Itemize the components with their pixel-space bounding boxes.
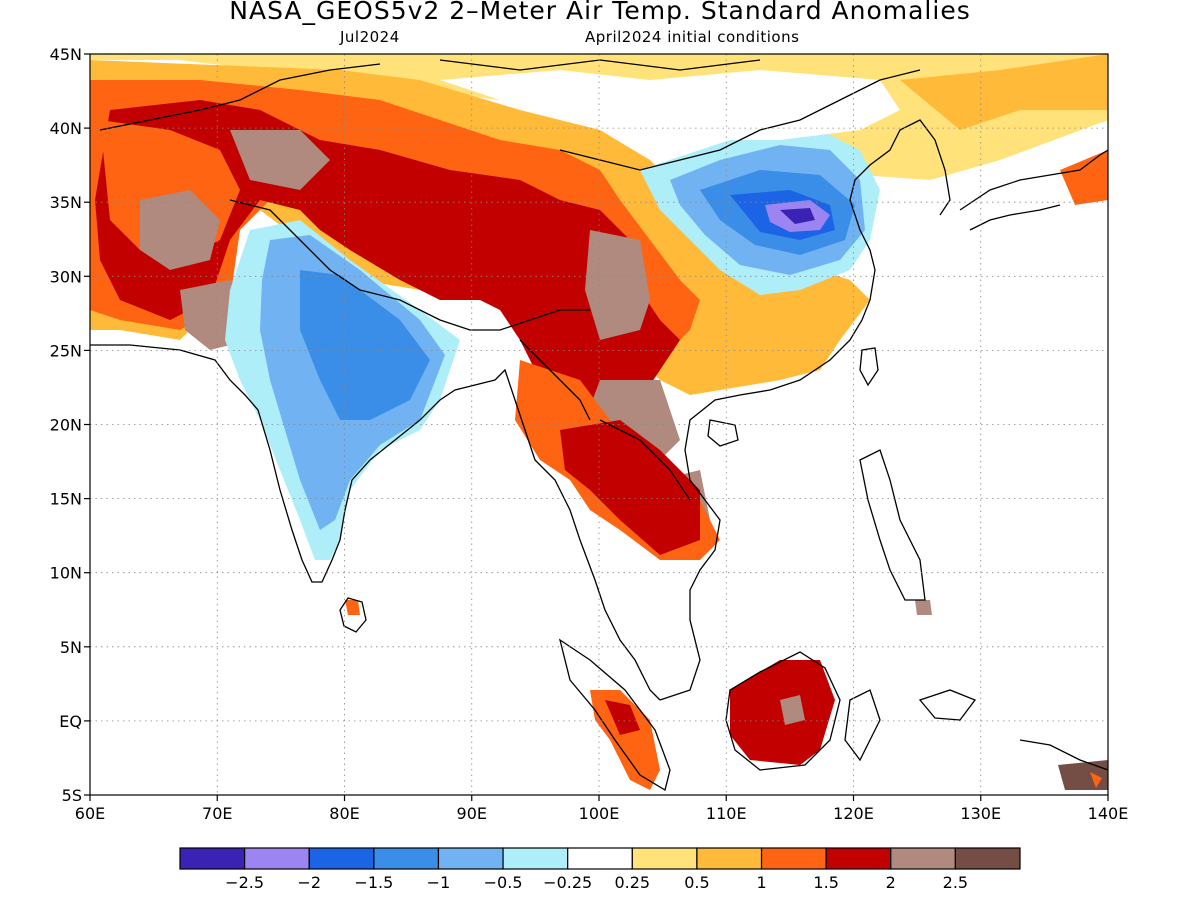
colorbar-tick-label: −0.25 — [543, 873, 592, 892]
lon-tick-label: 100E — [579, 804, 620, 823]
colorbar-swatch — [308, 847, 375, 870]
anomaly-field — [90, 54, 1108, 790]
colorbar-swatch — [890, 847, 956, 870]
lon-tick-label: 110E — [706, 804, 747, 823]
colorbar-tick-label: 0.5 — [684, 873, 709, 892]
forecast-month: Jul2024 — [340, 28, 400, 46]
colorbar-swatch — [825, 847, 892, 870]
colorbar-swatch — [696, 847, 763, 870]
lat-tick-label: 15N — [50, 490, 82, 509]
lat-tick-label: 10N — [50, 564, 82, 583]
lat-tick-label: 45N — [50, 45, 82, 64]
lon-tick-label: 140E — [1088, 804, 1129, 823]
colorbar-swatch — [502, 847, 569, 870]
lat-tick-label: 35N — [50, 193, 82, 212]
colorbar-swatch — [760, 847, 827, 870]
map-title: NASA_GEOS5v2 2–Meter Air Temp. Standard … — [229, 0, 971, 25]
colorbar-tick-label: −1.5 — [354, 873, 393, 892]
colorbar-tick-label: −2 — [297, 873, 321, 892]
colorbar-tick-label: 1 — [756, 873, 766, 892]
lon-tick-label: 60E — [75, 804, 105, 823]
coastlines — [90, 59, 1108, 792]
latitude-axis: 45N 40N 35N 30N 25N 20N 15N 10N 5N EQ 5S — [50, 45, 90, 805]
lon-tick-label: 80E — [329, 804, 359, 823]
colorbar-tick-label: 1.5 — [813, 873, 838, 892]
colorbar-swatch — [954, 847, 1021, 870]
colorbar-tick-label: 2.5 — [943, 873, 968, 892]
colorbar-tick-label: −0.5 — [484, 873, 523, 892]
colorbar-tick-label: −2.5 — [225, 873, 264, 892]
lat-tick-label: 20N — [50, 416, 82, 435]
lon-tick-label: 70E — [202, 804, 232, 823]
colorbar-tick-label: 0.25 — [614, 873, 650, 892]
colorbar-tick-label: −1 — [427, 873, 451, 892]
colorbar-tick-label: 2 — [886, 873, 896, 892]
colorbar-swatch — [631, 847, 698, 870]
lat-tick-label: 30N — [50, 267, 82, 286]
gridlines — [90, 54, 1108, 795]
lat-tick-label: 40N — [50, 119, 82, 138]
longitude-axis: 60E 70E 80E 90E 100E 110E 120E 130E 140E — [75, 795, 1129, 823]
lat-tick-label: 5N — [60, 638, 82, 657]
colorbar-swatch — [437, 847, 504, 870]
colorbar-swatch — [179, 847, 246, 870]
colorbar: −2.5 −2 −1.5 −1 −0.5 −0.25 0.25 0.5 1 1.5 2 2.5 — [179, 847, 1021, 892]
colorbar-swatch — [244, 847, 310, 870]
lon-tick-label: 130E — [960, 804, 1001, 823]
colorbar-swatch — [567, 847, 633, 870]
lat-tick-label: 5S — [62, 786, 82, 805]
lon-tick-label: 120E — [833, 804, 874, 823]
lat-tick-label: 25N — [50, 341, 82, 360]
lon-tick-label: 90E — [457, 804, 487, 823]
initial-conditions: April2024 initial conditions — [585, 28, 800, 46]
colorbar-swatch — [373, 847, 440, 870]
lat-tick-label: EQ — [59, 712, 82, 731]
